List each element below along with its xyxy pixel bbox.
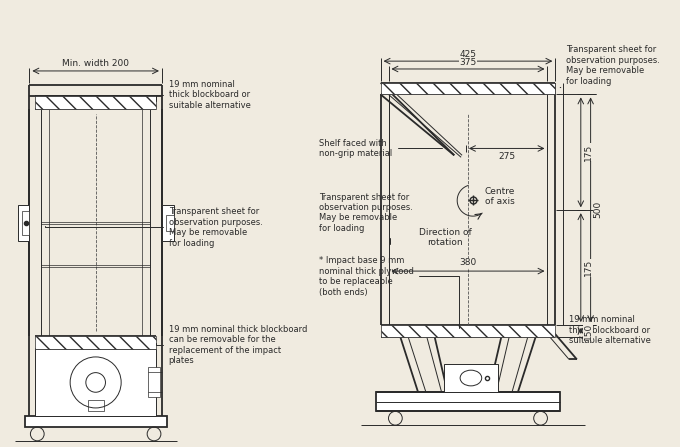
Text: 425: 425 bbox=[460, 50, 477, 59]
Text: 150: 150 bbox=[583, 322, 593, 340]
Text: Shelf faced with
non-grip material: Shelf faced with non-grip material bbox=[319, 139, 442, 158]
Bar bbox=[445, 364, 498, 392]
Text: Min. width 200: Min. width 200 bbox=[62, 59, 129, 68]
Bar bbox=[88, 400, 103, 411]
Text: * Impact base 9 mm
nominal thick plywood
to be replaceable
(both ends): * Impact base 9 mm nominal thick plywood… bbox=[319, 257, 459, 328]
Text: 175: 175 bbox=[583, 144, 593, 161]
Bar bbox=[35, 336, 156, 349]
Bar bbox=[22, 211, 29, 235]
Text: 19 mm nominal
thick blockboard or
suitable alternative: 19 mm nominal thick blockboard or suitab… bbox=[563, 315, 651, 345]
Text: 175: 175 bbox=[583, 259, 593, 276]
Bar bbox=[381, 325, 556, 337]
Text: 500: 500 bbox=[594, 201, 602, 219]
Text: Transparent sheet for
observation purposes.
May be removable
for loading: Transparent sheet for observation purpos… bbox=[45, 207, 262, 248]
Text: Transparent sheet for
observation purposes.
May be removable
for loading: Transparent sheet for observation purpos… bbox=[560, 46, 660, 88]
Text: Centre
of axis: Centre of axis bbox=[485, 187, 515, 206]
Bar bbox=[148, 367, 160, 396]
Bar bbox=[35, 349, 156, 416]
Bar bbox=[18, 205, 29, 240]
Text: 19 mm nominal
thick blockboard or
suitable alternative: 19 mm nominal thick blockboard or suitab… bbox=[156, 80, 251, 110]
Text: 275: 275 bbox=[498, 152, 515, 161]
Text: 19 mm nominal thick blockboard
can be removable for the
replacement of the impac: 19 mm nominal thick blockboard can be re… bbox=[156, 325, 307, 365]
Bar bbox=[24, 416, 167, 427]
Text: 380: 380 bbox=[460, 258, 477, 267]
Bar bbox=[162, 205, 173, 240]
Bar bbox=[35, 97, 156, 109]
Bar bbox=[376, 392, 560, 411]
Text: Transparent sheet for
observation purposes.
May be removable
for loading: Transparent sheet for observation purpos… bbox=[319, 193, 413, 244]
Text: 375: 375 bbox=[460, 58, 477, 67]
Bar bbox=[166, 215, 173, 231]
Text: Direction of
rotation: Direction of rotation bbox=[419, 228, 472, 247]
Bar bbox=[381, 83, 556, 94]
